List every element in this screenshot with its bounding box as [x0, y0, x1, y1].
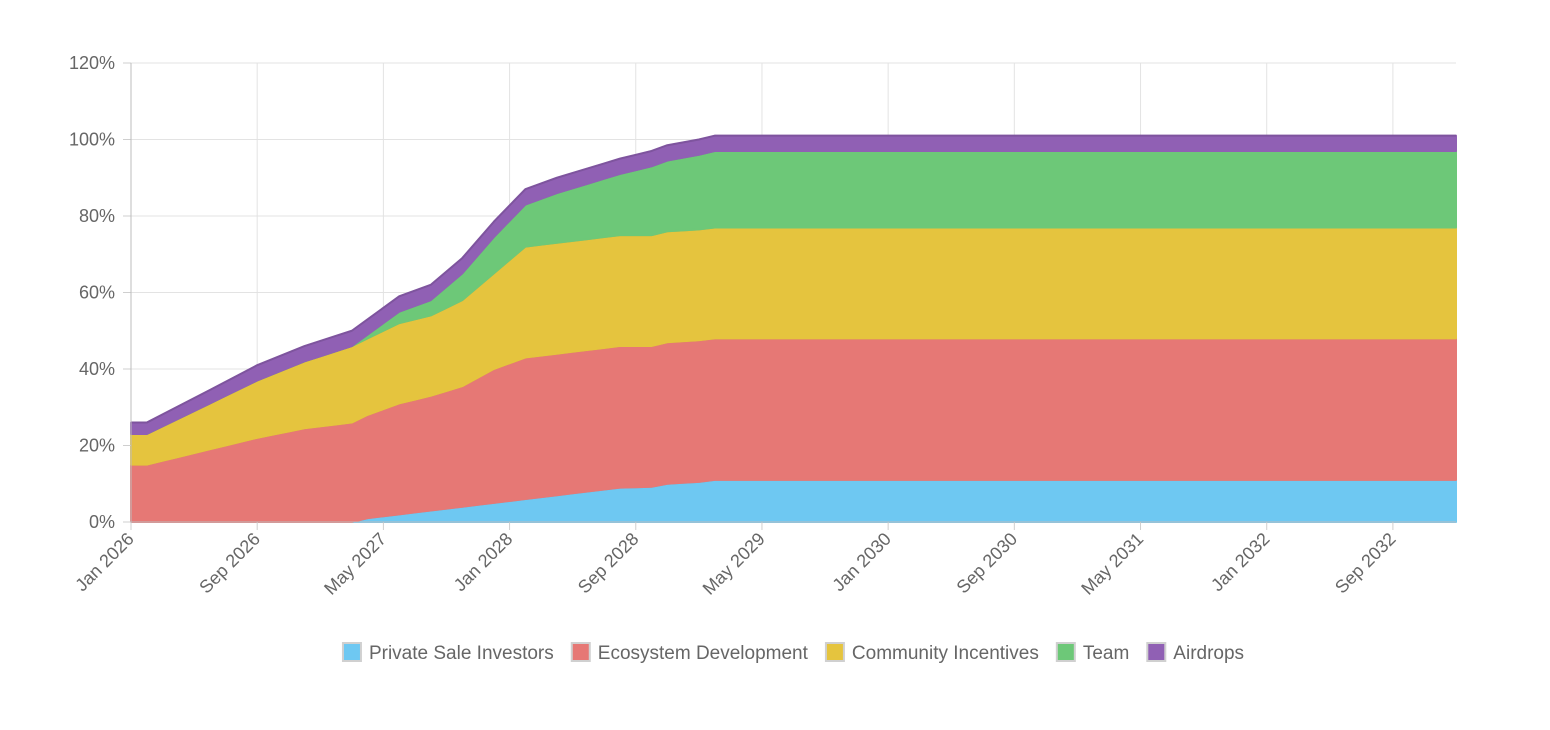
x-tick-label: May 2031: [1077, 529, 1147, 599]
x-tick-label: Jan 2030: [828, 529, 895, 596]
x-tick-label: Sep 2032: [1331, 529, 1400, 598]
x-tick-label: Jan 2032: [1207, 529, 1274, 596]
series-top-line-4: [131, 134, 1456, 424]
x-tick-label: May 2027: [320, 529, 390, 599]
legend-item-2[interactable]: Community Incentives: [824, 642, 1039, 664]
x-tick-label: Sep 2026: [195, 529, 264, 598]
series-areas: [130, 134, 1457, 523]
legend-label: Community Incentives: [852, 643, 1039, 664]
legend-swatch: [1055, 642, 1076, 662]
legend-swatch: [341, 642, 362, 662]
x-tick-label: Jan 2028: [450, 529, 517, 596]
legend-label: Ecosystem Development: [598, 643, 809, 664]
x-tick-label: Jan 2026: [71, 529, 138, 596]
y-tick-label: 60%: [79, 283, 115, 303]
legend-item-1[interactable]: Ecosystem Development: [570, 642, 809, 664]
legend-item-3[interactable]: Team: [1055, 642, 1129, 664]
legend-label: Airdrops: [1173, 643, 1244, 664]
legend-item-0[interactable]: Private Sale Investors: [341, 642, 554, 664]
legend-label: Team: [1083, 643, 1129, 664]
y-tick-label: 80%: [79, 206, 115, 226]
legend-label: Private Sale Investors: [369, 643, 554, 664]
x-tick-label: Sep 2028: [574, 529, 643, 598]
x-tick-label: May 2029: [699, 529, 769, 599]
y-tick-label: 20%: [79, 436, 115, 456]
legend-swatch: [824, 642, 845, 662]
y-tick-label: 120%: [69, 53, 115, 73]
series-area-4[interactable]: [130, 134, 1457, 436]
x-tick-label: Sep 2030: [953, 529, 1022, 598]
legend-swatch: [1146, 642, 1167, 662]
legend[interactable]: Private Sale Investors Ecosystem Developm…: [341, 642, 1244, 664]
y-tick-label: 40%: [79, 359, 115, 379]
legend-swatch: [570, 642, 591, 662]
y-tick-label: 100%: [69, 130, 115, 150]
y-tick-label: 0%: [89, 512, 115, 532]
legend-item-4[interactable]: Airdrops: [1146, 642, 1244, 664]
